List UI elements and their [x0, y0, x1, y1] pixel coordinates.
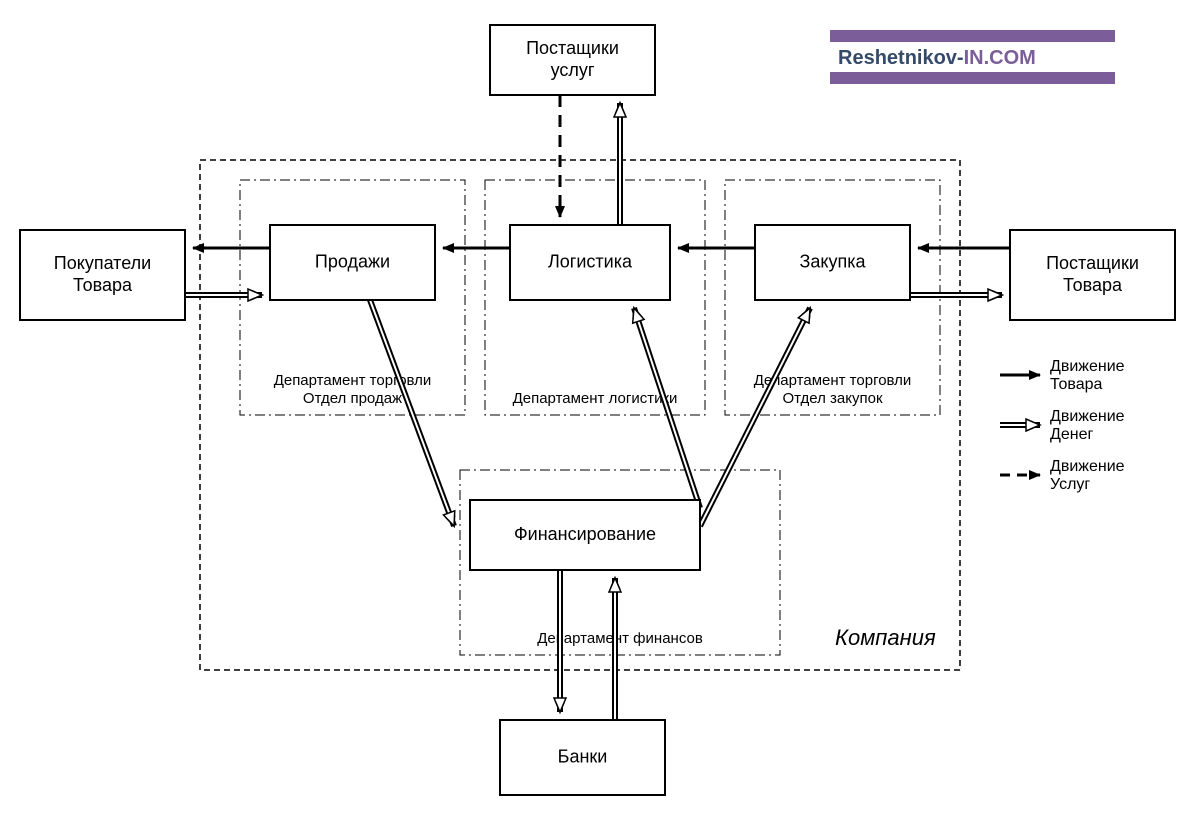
node-label: Продажи: [315, 251, 390, 271]
logo-text: Reshetnikov-IN.COM: [838, 47, 1036, 69]
company-label: Компания: [835, 625, 936, 650]
flow-diagram: Reshetnikov-IN.COMКомпанияДепартамент то…: [0, 0, 1182, 831]
node-label: Финансирование: [514, 524, 656, 544]
node-label: Закупка: [800, 251, 867, 271]
node-label: Банки: [558, 746, 608, 766]
department-label: Департамент логистики: [513, 390, 678, 407]
node-label: Логистика: [548, 251, 633, 271]
